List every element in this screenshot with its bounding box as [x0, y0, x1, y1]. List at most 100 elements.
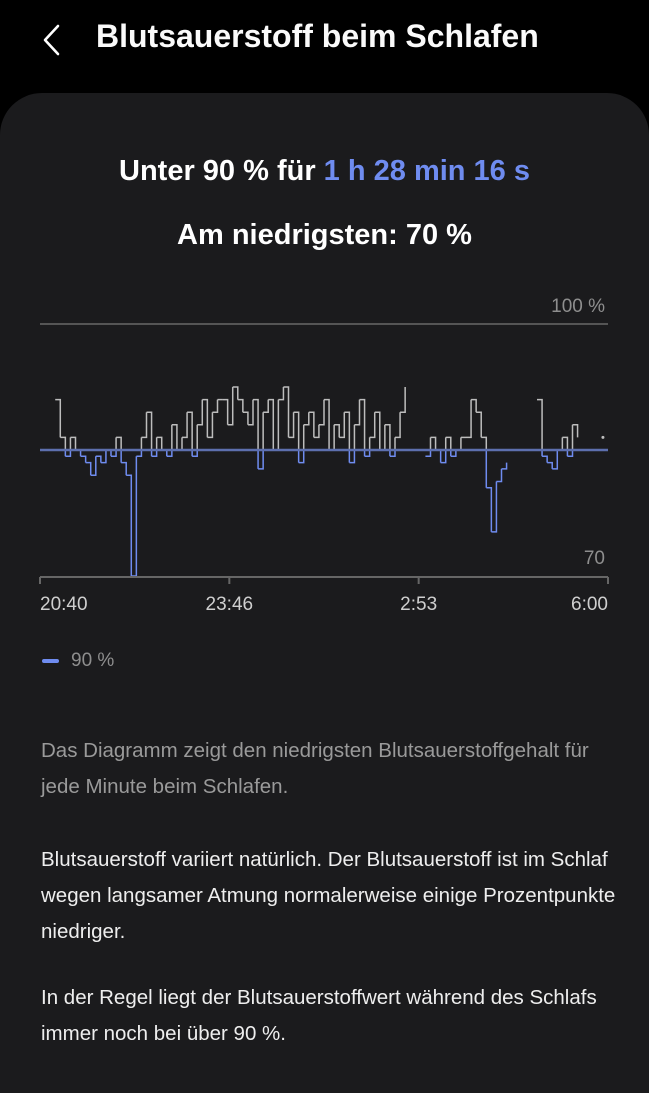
series-segment	[450, 450, 457, 458]
series-segment	[85, 461, 92, 476]
series-segment	[156, 436, 163, 450]
series-segment	[64, 450, 67, 457]
series-segment	[379, 450, 386, 451]
chart-description: Das Diagramm zeigt den niedrigsten Bluts…	[41, 739, 589, 798]
series-segment	[166, 450, 173, 458]
series-segment	[212, 400, 217, 413]
below-threshold-summary: Unter 90 % für 1 h 28 min 16 s	[0, 155, 649, 188]
series-segment	[541, 450, 543, 457]
series-segment	[496, 469, 501, 482]
series-segment	[116, 436, 122, 450]
series-segment	[395, 412, 400, 437]
series-segment	[395, 412, 401, 439]
series-segment	[324, 400, 329, 450]
series-segment	[187, 411, 193, 450]
series-segment	[370, 412, 375, 437]
series-segment	[368, 437, 371, 450]
series-segment	[111, 450, 117, 458]
series-segment	[202, 398, 209, 438]
series-segment	[471, 400, 476, 413]
series-segment	[223, 400, 228, 425]
series-segment	[257, 450, 259, 469]
series-segment	[334, 425, 339, 438]
info-paragraph-1: Blutsauerstoff variiert natürlich. Der B…	[41, 848, 616, 943]
series-segment	[486, 487, 493, 532]
series-segment	[268, 398, 275, 450]
series-segment	[263, 400, 268, 413]
series-segment	[121, 463, 126, 476]
series-segment	[263, 399, 269, 413]
series-segment	[501, 462, 508, 470]
series-segment	[319, 400, 324, 425]
y-tick-bottom: 70	[584, 548, 605, 569]
series-segment	[466, 399, 472, 439]
series-segment	[141, 412, 148, 439]
series-segment	[100, 450, 107, 464]
series-segment	[140, 437, 143, 450]
series-segment	[65, 450, 72, 458]
series-segment	[55, 400, 60, 438]
series-segment	[60, 436, 67, 450]
series-segment	[496, 468, 503, 483]
series-segment	[75, 450, 82, 457]
series-segment	[293, 411, 300, 450]
series-segment	[562, 436, 569, 450]
series-segment	[435, 450, 442, 463]
back-button[interactable]	[38, 20, 68, 60]
series-segment	[243, 412, 248, 425]
series-segment	[374, 411, 381, 450]
series-segment	[273, 399, 280, 450]
x-tick-label: 2:53	[400, 594, 437, 615]
series-segment	[141, 412, 146, 437]
series-segment	[389, 450, 396, 458]
series-segment	[430, 436, 437, 450]
series-segment	[547, 461, 553, 469]
series-segment	[105, 450, 112, 457]
series-segment	[131, 456, 138, 577]
series-segment	[547, 463, 552, 469]
series-segment	[486, 488, 491, 532]
series-segment	[445, 436, 452, 450]
series-segment	[552, 450, 557, 469]
series-segment	[313, 424, 320, 439]
series-segment	[375, 412, 380, 450]
series-segment	[268, 400, 273, 450]
series-segment	[304, 412, 309, 425]
series-segment	[157, 437, 162, 450]
series-segment	[344, 411, 351, 450]
x-tick-label: 23:46	[206, 594, 254, 615]
series-segment	[384, 424, 391, 450]
series-segment	[247, 399, 254, 426]
series-segment	[318, 399, 325, 426]
series-segment	[90, 456, 97, 476]
series-segment	[171, 424, 173, 450]
series-segment	[253, 398, 259, 450]
below-threshold-label: Unter 90 % für	[119, 155, 324, 187]
series-segment	[182, 412, 188, 439]
series-segment	[232, 386, 239, 400]
series-segment	[379, 424, 386, 450]
series-segment	[359, 398, 366, 450]
series-segment	[303, 412, 310, 426]
series-segment	[471, 398, 477, 413]
chevron-left-icon	[43, 24, 60, 56]
legend-swatch	[42, 659, 59, 663]
series-segment	[171, 424, 178, 450]
series-segment	[126, 475, 131, 576]
series-segment	[429, 437, 432, 450]
series-segment	[349, 450, 356, 464]
series-segment	[354, 400, 359, 425]
series-segment	[431, 437, 436, 450]
series-segment	[394, 437, 396, 450]
series-segment	[485, 450, 488, 488]
series-segment	[425, 450, 432, 458]
info-paragraph-2: In der Regel liegt der Blutsauerstoffwer…	[41, 986, 597, 1045]
page-title: Blutsauerstoff beim Schlafen	[96, 18, 539, 54]
series-segment	[207, 412, 212, 437]
series-segment	[491, 482, 496, 532]
series-segment	[96, 456, 101, 462]
y-tick-top: 100 %	[551, 296, 605, 317]
series-segment	[283, 386, 290, 438]
series-segment	[567, 450, 574, 458]
series-segment	[400, 387, 406, 413]
